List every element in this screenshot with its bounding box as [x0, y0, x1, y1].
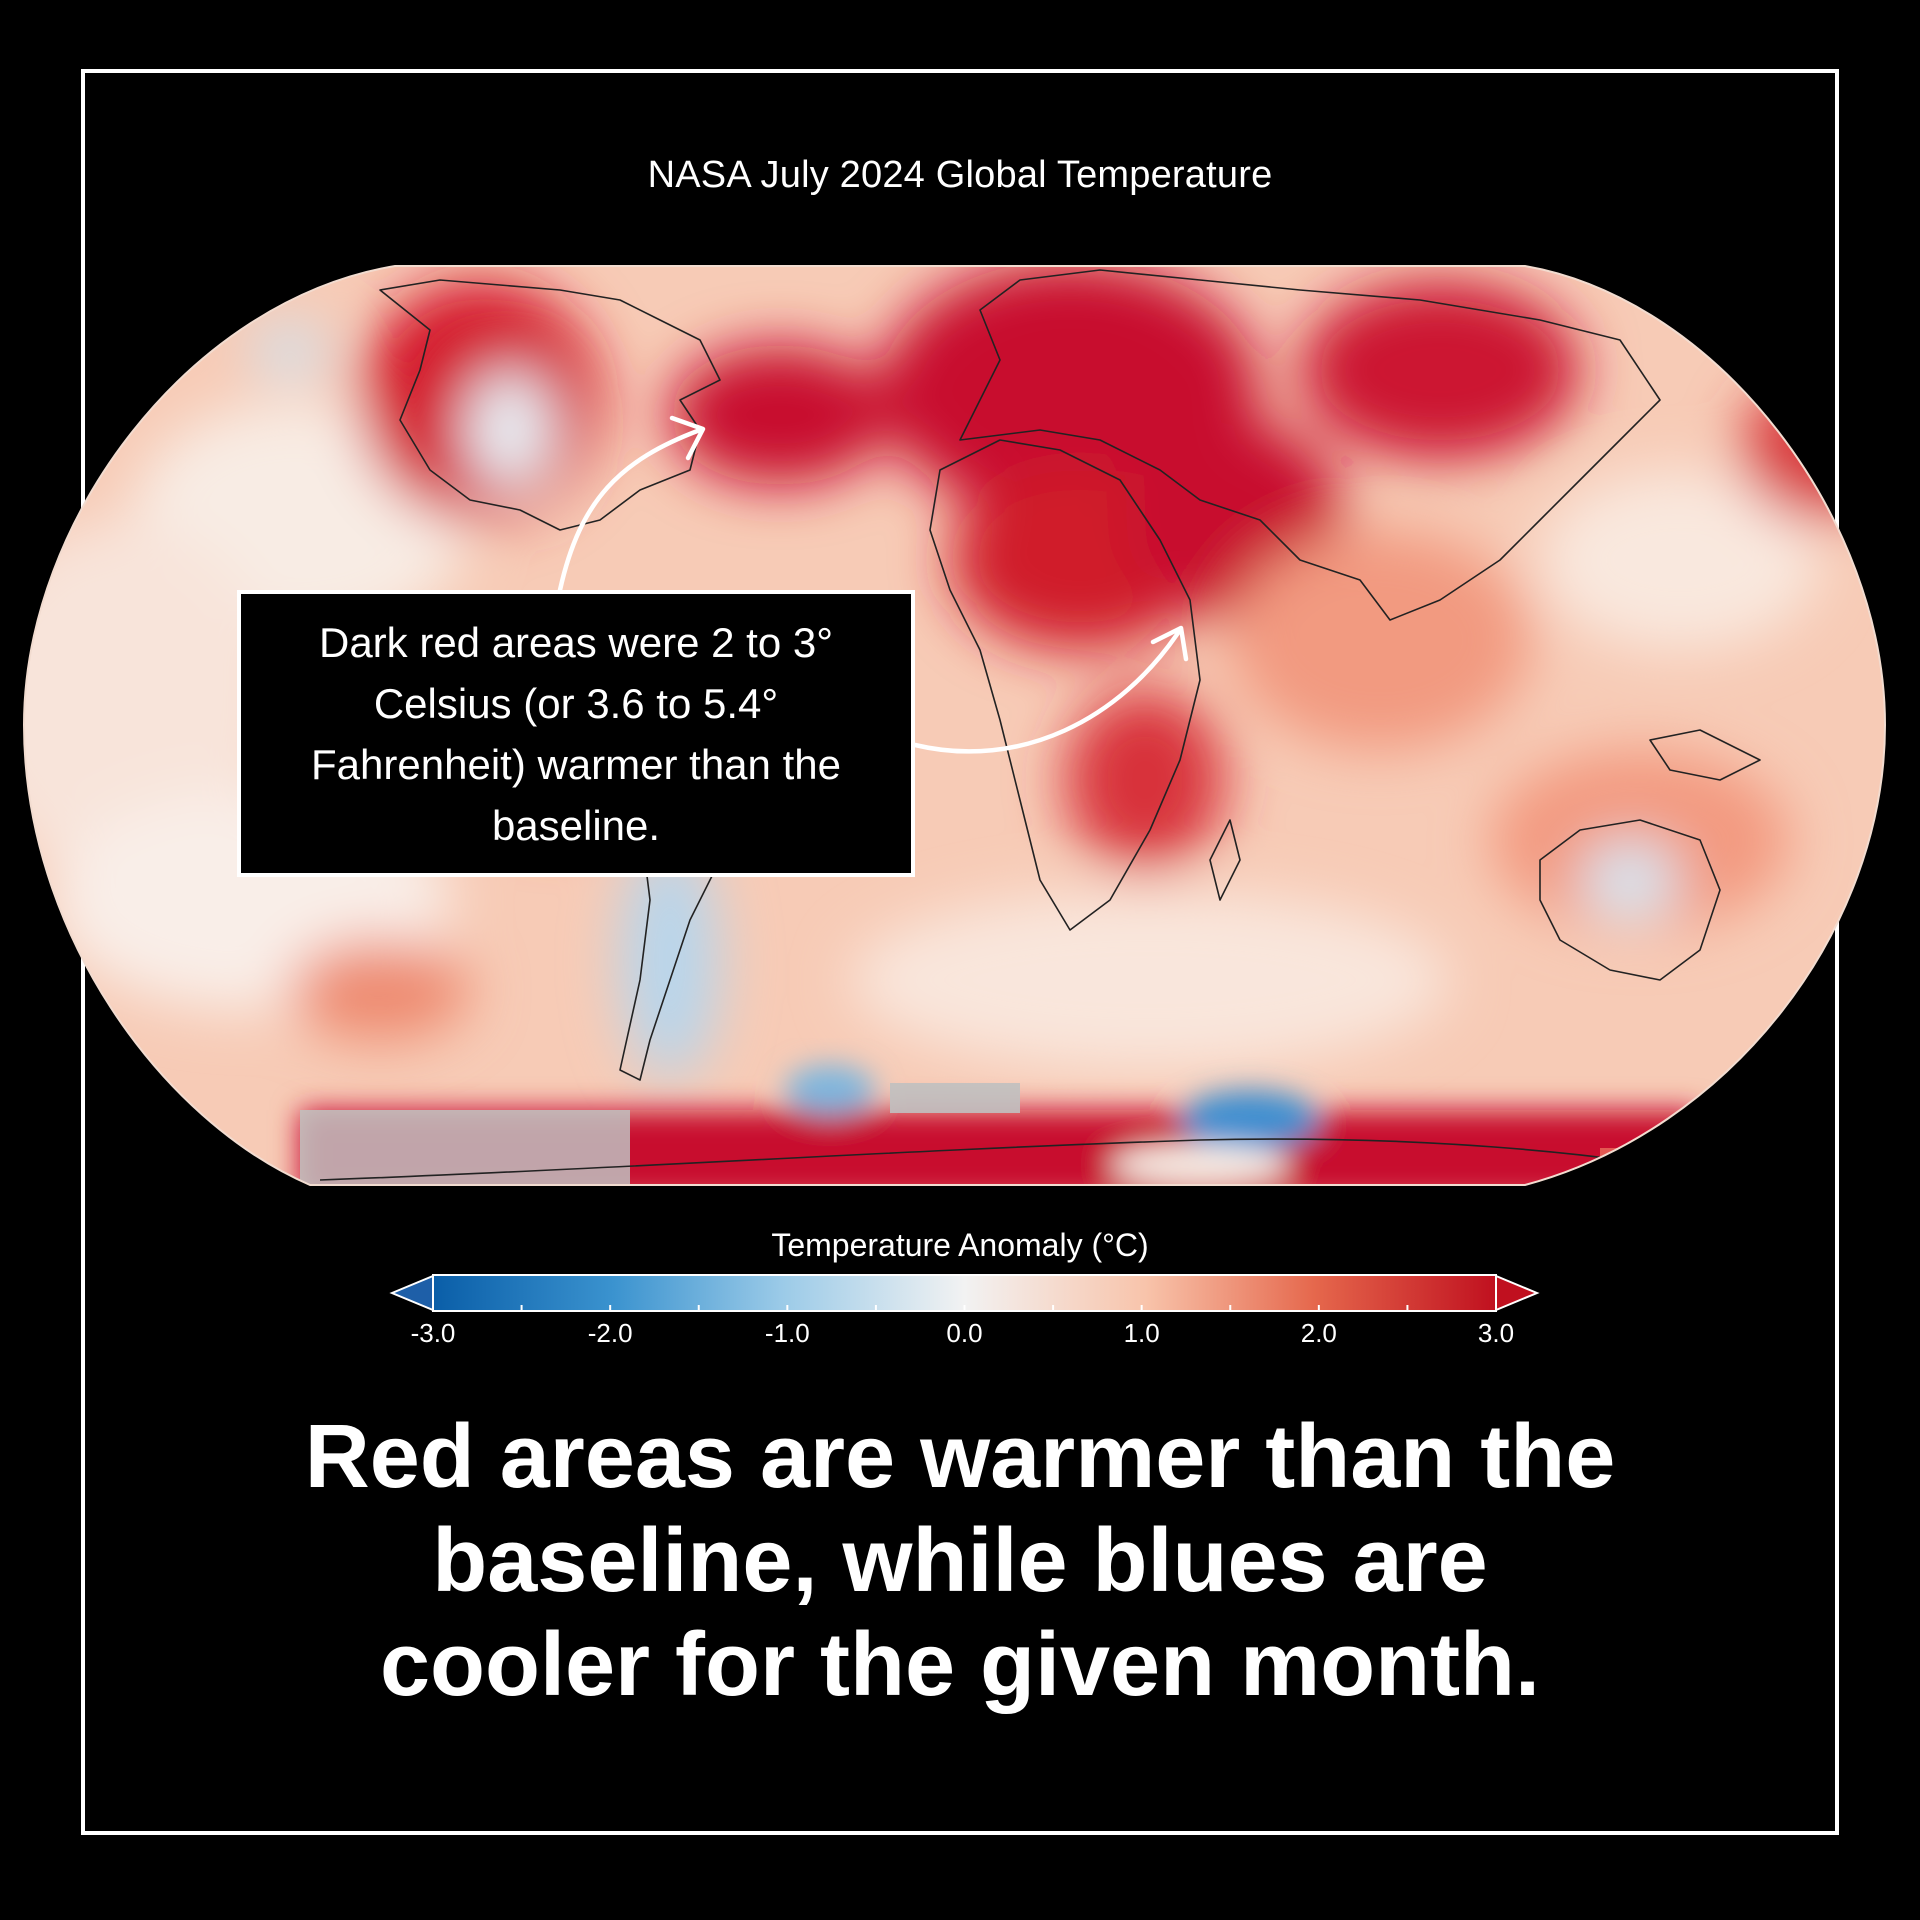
headline-line-2: baseline, while blues are: [432, 1511, 1488, 1611]
headline-line-1: Red areas are warmer than the: [304, 1407, 1616, 1507]
colorbar-low-arrow: [389, 1274, 434, 1312]
map-title: NASA July 2024 Global Temperature: [647, 154, 1273, 196]
arrow-head-east-africa: [1150, 625, 1189, 662]
arrow-head-north-america: [669, 415, 706, 461]
colorbar-high-arrow: [1495, 1274, 1540, 1312]
arrow-to-east-africa: [912, 627, 1183, 754]
colorbar-tick-label: -2.0: [587, 1318, 633, 1348]
arrow-to-north-america: [557, 427, 703, 593]
colorbar-tick-label: -1.0: [764, 1318, 810, 1348]
colorbar-label: Temperature Anomaly (°C): [771, 1227, 1149, 1263]
colorbar-tick-label: -3.0: [410, 1318, 456, 1348]
anomaly-field: [24, 266, 1885, 1185]
colorbar: [389, 1274, 1540, 1312]
colorbar-tick-label: 2.0: [1300, 1318, 1337, 1348]
colorbar-tick-label: 1.0: [1123, 1318, 1160, 1348]
headline: Red areas are warmer than the baseline, …: [0, 1405, 1920, 1717]
colorbar-tick-label: 0.0: [946, 1318, 983, 1348]
globe-outline: [22, 265, 1887, 1186]
callout-text: Dark red areas were 2 to 3° Celsius (or …: [311, 618, 841, 849]
headline-line-3: cooler for the given month.: [379, 1615, 1541, 1715]
colorbar-tick-label: 3.0: [1477, 1318, 1515, 1348]
annotation-callout: Dark red areas were 2 to 3° Celsius (or …: [237, 590, 915, 877]
